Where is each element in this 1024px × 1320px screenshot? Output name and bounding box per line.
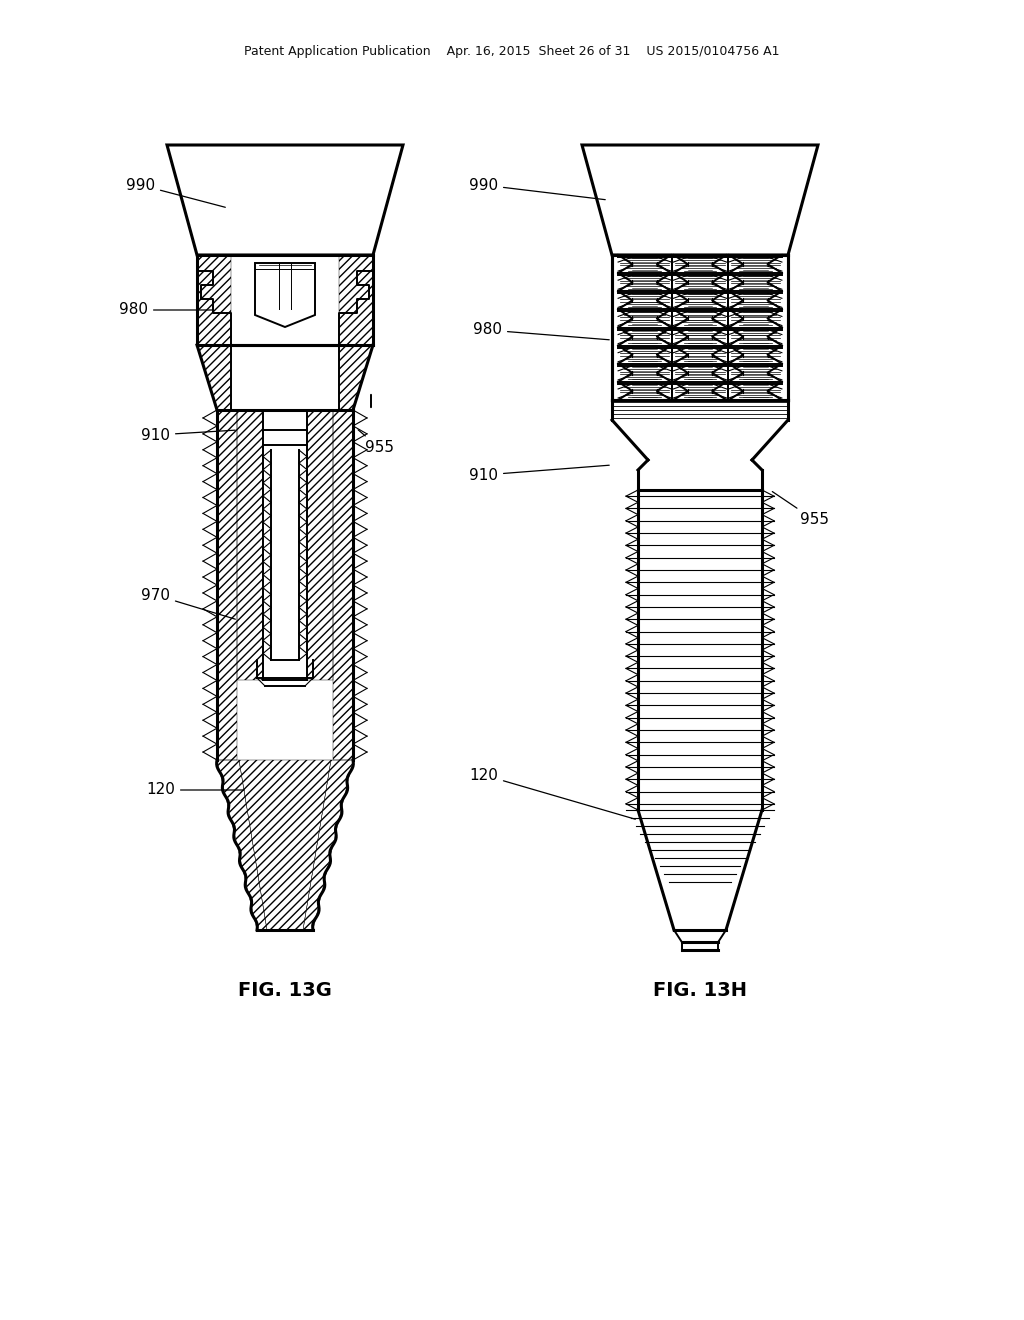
- Text: FIG. 13H: FIG. 13H: [653, 981, 746, 999]
- Polygon shape: [582, 145, 818, 255]
- Text: 980: 980: [473, 322, 609, 339]
- Polygon shape: [255, 263, 315, 327]
- Text: 120: 120: [146, 783, 244, 797]
- Polygon shape: [613, 256, 787, 399]
- Polygon shape: [167, 145, 403, 255]
- Polygon shape: [215, 198, 355, 252]
- Text: FIG. 13G: FIG. 13G: [238, 981, 332, 999]
- Text: 970: 970: [141, 587, 236, 619]
- Text: 910: 910: [469, 465, 609, 483]
- Text: 990: 990: [469, 177, 605, 199]
- Text: 990: 990: [126, 177, 225, 207]
- Text: 120: 120: [469, 767, 635, 820]
- Text: 955: 955: [772, 491, 829, 528]
- Text: 955: 955: [358, 430, 394, 455]
- Text: 910: 910: [141, 428, 236, 442]
- Text: Patent Application Publication    Apr. 16, 2015  Sheet 26 of 31    US 2015/01047: Patent Application Publication Apr. 16, …: [245, 45, 779, 58]
- Text: 980: 980: [119, 302, 212, 318]
